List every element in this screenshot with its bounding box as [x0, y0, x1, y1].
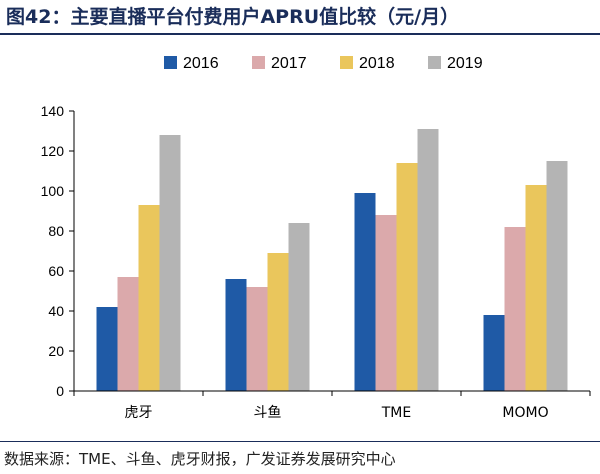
legend-swatch [164, 56, 177, 69]
data-source-note: 数据来源：TME、斗鱼、虎牙财报，广发证券发展研究中心 [4, 450, 396, 468]
bar [246, 287, 268, 391]
bar [96, 307, 118, 391]
x-category-label: 斗鱼 [254, 404, 282, 421]
x-category-label: TME [381, 405, 411, 421]
y-tick-label: 120 [41, 143, 65, 159]
bar [417, 129, 439, 391]
y-tick-label: 100 [41, 183, 65, 199]
bar [546, 161, 568, 391]
bar-chart: 2016 2017 2018 2019 0 20 40 60 80 100 120 140 虎牙 斗鱼 T… [41, 55, 591, 421]
bar [117, 277, 139, 391]
bar [354, 193, 376, 391]
bar [375, 215, 397, 391]
legend-swatch [340, 56, 353, 69]
chart-axes: 0 20 40 60 80 100 120 140 虎牙 斗鱼 TME MOMO [41, 103, 591, 421]
bar [483, 315, 505, 391]
y-tick-label: 20 [48, 343, 64, 359]
legend-label: 2016 [183, 55, 219, 72]
y-tick-label: 60 [48, 263, 64, 279]
bar [288, 223, 310, 391]
y-tick-label: 40 [48, 303, 64, 319]
bar [225, 279, 247, 391]
y-tick-label: 140 [41, 103, 65, 119]
bar [396, 163, 418, 391]
source-divider [0, 441, 600, 442]
x-category-label: 虎牙 [125, 405, 153, 421]
bar [267, 253, 289, 391]
y-tick-label: 0 [56, 383, 64, 399]
legend-label: 2019 [447, 55, 483, 72]
bar [525, 185, 547, 391]
legend-label: 2018 [359, 55, 395, 72]
chart-legend: 2016 2017 2018 2019 [164, 55, 483, 72]
bar [159, 135, 181, 391]
bar [138, 205, 160, 391]
title-divider [0, 33, 600, 35]
bar [504, 227, 526, 391]
bar-group [96, 129, 568, 391]
legend-label: 2017 [271, 55, 307, 72]
legend-swatch [252, 56, 265, 69]
x-category-label: MOMO [502, 405, 548, 421]
figure-title: 图42：主要直播平台付费用户APRU值比较（元/月） [6, 6, 460, 28]
y-tick-label: 80 [48, 223, 64, 239]
legend-swatch [428, 56, 441, 69]
